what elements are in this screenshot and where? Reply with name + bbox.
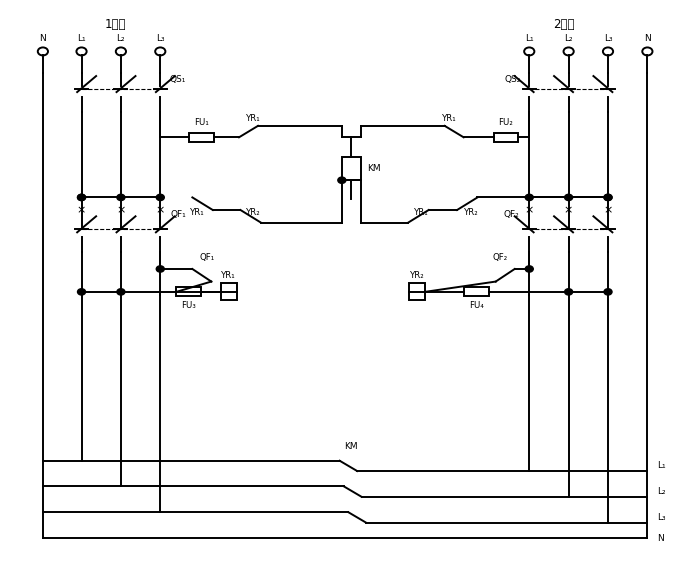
Text: QS₁: QS₁ [169, 75, 185, 84]
Bar [176, 287, 201, 297]
Text: ×: × [564, 206, 574, 216]
Text: L₃: L₃ [604, 34, 612, 43]
Text: L₂: L₂ [658, 487, 666, 496]
Bar [189, 133, 214, 142]
Text: 1电源: 1电源 [105, 18, 126, 31]
Bar [221, 283, 237, 301]
Bar [464, 287, 489, 297]
Text: QF₂: QF₂ [503, 210, 519, 219]
Text: L₁: L₁ [77, 34, 86, 43]
Text: N: N [644, 34, 651, 43]
Text: L₁: L₁ [525, 34, 533, 43]
Text: QF₁: QF₁ [171, 210, 187, 219]
Bar [409, 283, 425, 301]
Circle shape [525, 194, 533, 201]
Text: YR₂: YR₂ [246, 208, 261, 217]
Text: YR₁: YR₁ [442, 114, 457, 124]
Text: YR₁: YR₁ [246, 114, 261, 124]
Circle shape [604, 194, 612, 201]
Text: QF₂: QF₂ [493, 253, 508, 262]
Bar [342, 157, 361, 180]
Text: KM: KM [345, 443, 358, 451]
Text: ×: × [524, 206, 534, 216]
Text: YR₁: YR₁ [414, 208, 428, 217]
Text: YR₁: YR₁ [221, 271, 236, 280]
Text: YR₂: YR₂ [464, 208, 479, 217]
Text: YR₁: YR₁ [190, 208, 205, 217]
Circle shape [117, 289, 125, 295]
Text: L₃: L₃ [156, 34, 164, 43]
Text: ×: × [77, 206, 86, 216]
Text: KM: KM [368, 164, 381, 173]
Text: FU₂: FU₂ [498, 118, 513, 127]
Text: FU₄: FU₄ [469, 301, 484, 310]
Circle shape [565, 194, 573, 201]
Circle shape [117, 194, 125, 201]
Circle shape [338, 177, 346, 183]
Bar [493, 133, 518, 142]
Circle shape [604, 194, 612, 201]
Circle shape [77, 289, 86, 295]
Text: ×: × [603, 206, 613, 216]
Circle shape [77, 194, 86, 201]
Text: L₃: L₃ [658, 513, 666, 522]
Text: FU₁: FU₁ [193, 118, 209, 127]
Text: YR₂: YR₂ [410, 271, 424, 280]
Circle shape [77, 194, 86, 201]
Text: ×: × [116, 206, 126, 216]
Circle shape [525, 266, 533, 272]
Circle shape [565, 289, 573, 295]
Circle shape [604, 289, 612, 295]
Text: 2电源: 2电源 [553, 18, 575, 31]
Text: QF₁: QF₁ [199, 253, 215, 262]
Circle shape [156, 194, 164, 201]
Text: L₁: L₁ [658, 461, 666, 470]
Text: N: N [39, 34, 46, 43]
Text: QS₂: QS₂ [504, 75, 520, 84]
Text: N: N [658, 533, 664, 543]
Circle shape [156, 266, 164, 272]
Text: ×: × [155, 206, 165, 216]
Text: L₂: L₂ [565, 34, 573, 43]
Text: FU₃: FU₃ [181, 301, 196, 310]
Text: L₂: L₂ [117, 34, 125, 43]
